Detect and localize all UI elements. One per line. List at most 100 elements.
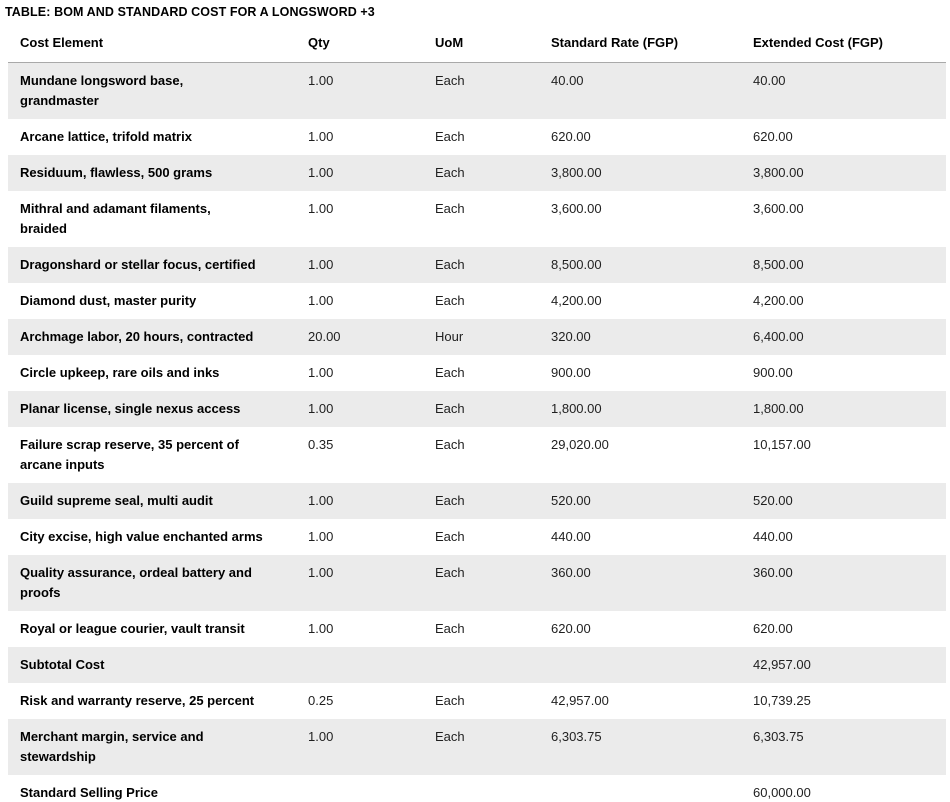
cell-uom: Each <box>435 129 465 144</box>
cell-cost-element: Dragonshard or stellar focus, certified <box>20 257 256 272</box>
table-row: Royal or league courier, vault transit 1.… <box>8 611 946 647</box>
cell-extended-cost: 620.00 <box>753 621 793 636</box>
table-row: Subtotal Cost 42,957.00 <box>8 647 946 683</box>
cell-standard-rate: 320.00 <box>551 329 591 344</box>
cell-cost-element: Diamond dust, master purity <box>20 293 197 308</box>
cell-qty: 0.35 <box>308 437 334 452</box>
cell-uom: Each <box>435 565 465 580</box>
cell-cost-element: Royal or league courier, vault transit <box>20 621 245 636</box>
cell-qty: 1.00 <box>308 565 334 580</box>
cell-cost-element: Mundane longsword base, grandmaster <box>20 73 184 108</box>
col-header-extended-cost: Extended Cost (FGP) <box>753 27 946 63</box>
cell-uom: Each <box>435 437 465 452</box>
cell-standard-rate: 520.00 <box>551 493 591 508</box>
table-header: Cost Element Qty UoM Standard Rate (FGP)… <box>8 27 946 63</box>
cell-cost-element: Arcane lattice, trifold matrix <box>20 129 192 144</box>
cell-qty: 1.00 <box>308 257 334 272</box>
table-row: Circle upkeep, rare oils and inks 1.00 Eac… <box>8 355 946 391</box>
table-row: Standard Selling Price 60,000.00 <box>8 775 946 802</box>
cell-uom: Each <box>435 73 465 88</box>
table-row: Residuum, flawless, 500 grams 1.00 Each 3,8… <box>8 155 946 191</box>
cell-qty: 1.00 <box>308 621 334 636</box>
cell-extended-cost: 10,157.00 <box>753 437 811 452</box>
cell-extended-cost: 40.00 <box>753 73 786 88</box>
cell-standard-rate: 1,800.00 <box>551 401 602 416</box>
table-row: Diamond dust, master purity 1.00 Each 4,200… <box>8 283 946 319</box>
cell-qty: 1.00 <box>308 165 334 180</box>
cell-cost-element: Risk and warranty reserve, 25 percent <box>20 693 255 708</box>
table-row: Mundane longsword base, grandmaster 1.00 E… <box>8 62 946 119</box>
cell-cost-element: Mithral and adamant filaments, braided <box>20 201 211 236</box>
cell-extended-cost: 620.00 <box>753 129 793 144</box>
cell-cost-element: Subtotal Cost <box>20 657 105 672</box>
cell-uom: Each <box>435 693 465 708</box>
cell-uom: Each <box>435 529 465 544</box>
table-row: Archmage labor, 20 hours, contracted 20.0… <box>8 319 946 355</box>
cell-qty: 1.00 <box>308 401 334 416</box>
table-row: Quality assurance, ordeal battery and pr… <box>8 555 946 611</box>
cell-qty: 1.00 <box>308 729 334 744</box>
cell-extended-cost: 8,500.00 <box>753 257 804 272</box>
cell-qty: 0.25 <box>308 693 334 708</box>
cell-standard-rate: 3,800.00 <box>551 165 602 180</box>
cell-standard-rate <box>551 647 753 683</box>
cell-qty <box>308 647 435 683</box>
cell-qty: 1.00 <box>308 129 334 144</box>
cell-cost-element: Residuum, flawless, 500 grams <box>20 165 213 180</box>
bom-cost-table: Cost Element Qty UoM Standard Rate (FGP)… <box>8 27 946 802</box>
cell-standard-rate: 900.00 <box>551 365 591 380</box>
table-row: Arcane lattice, trifold matrix 1.00 Each 62… <box>8 119 946 155</box>
cell-cost-element: Planar license, single nexus access <box>20 401 241 416</box>
cell-qty: 1.00 <box>308 73 334 88</box>
cell-extended-cost: 3,600.00 <box>753 201 804 216</box>
cell-uom: Each <box>435 729 465 744</box>
table-row: Guild supreme seal, multi audit 1.00 Each 5… <box>8 483 946 519</box>
cell-extended-cost: 360.00 <box>753 565 793 580</box>
cell-extended-cost: 60,000.00 <box>753 785 811 800</box>
cell-uom: Each <box>435 493 465 508</box>
col-header-cost-element: Cost Element <box>8 27 308 63</box>
cell-standard-rate <box>551 775 753 802</box>
cell-qty: 1.00 <box>308 529 334 544</box>
cell-standard-rate: 4,200.00 <box>551 293 602 308</box>
cell-standard-rate: 620.00 <box>551 621 591 636</box>
cell-standard-rate: 29,020.00 <box>551 437 609 452</box>
cell-extended-cost: 1,800.00 <box>753 401 804 416</box>
cell-uom: Each <box>435 621 465 636</box>
cell-uom <box>435 775 551 802</box>
table-row: Mithral and adamant filaments, braided 1.… <box>8 191 946 247</box>
cell-uom: Hour <box>435 329 464 344</box>
cell-qty: 1.00 <box>308 365 334 380</box>
cell-qty: 20.00 <box>308 329 341 344</box>
cell-extended-cost: 6,303.75 <box>753 729 804 744</box>
cell-cost-element: Guild supreme seal, multi audit <box>20 493 213 508</box>
col-header-standard-rate: Standard Rate (FGP) <box>551 27 753 63</box>
table-row: Failure scrap reserve, 35 percent of arc… <box>8 427 946 483</box>
cell-uom: Each <box>435 201 465 216</box>
col-header-qty: Qty <box>308 27 435 63</box>
cell-uom: Each <box>435 293 465 308</box>
cell-cost-element: Quality assurance, ordeal battery and pr… <box>20 565 252 600</box>
cell-cost-element: Circle upkeep, rare oils and inks <box>20 365 220 380</box>
table-row: Dragonshard or stellar focus, certified 1… <box>8 247 946 283</box>
cell-cost-element: City excise, high value enchanted arms <box>20 529 263 544</box>
cell-qty <box>308 775 435 802</box>
cell-extended-cost: 10,739.25 <box>753 693 811 708</box>
cell-standard-rate: 8,500.00 <box>551 257 602 272</box>
cell-uom: Each <box>435 257 465 272</box>
table-title: TABLE: BOM AND STANDARD COST FOR A LONGS… <box>5 5 375 19</box>
cell-extended-cost: 520.00 <box>753 493 793 508</box>
cell-standard-rate: 42,957.00 <box>551 693 609 708</box>
cell-qty: 1.00 <box>308 493 334 508</box>
cell-extended-cost: 900.00 <box>753 365 793 380</box>
cell-extended-cost: 6,400.00 <box>753 329 804 344</box>
cell-standard-rate: 360.00 <box>551 565 591 580</box>
cell-uom: Each <box>435 365 465 380</box>
cell-cost-element: Failure scrap reserve, 35 percent of arc… <box>20 437 239 472</box>
table-row: Planar license, single nexus access 1.00 E… <box>8 391 946 427</box>
table-row: Merchant margin, service and stewardship… <box>8 719 946 775</box>
cell-uom <box>435 647 551 683</box>
cell-qty: 1.00 <box>308 293 334 308</box>
cell-standard-rate: 6,303.75 <box>551 729 602 744</box>
